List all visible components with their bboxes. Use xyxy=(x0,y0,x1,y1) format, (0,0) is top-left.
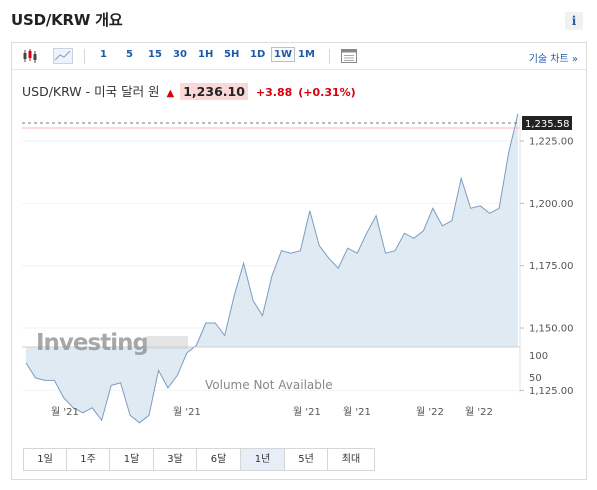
price-change-pct: (+0.31%) xyxy=(298,86,356,99)
info-icon[interactable]: i xyxy=(565,12,583,30)
period-selector: 1일 1주 1달 3달 6달 1년 5년 최대 xyxy=(23,448,375,471)
x-tick-label: 월 '22 xyxy=(416,406,444,418)
current-price-tag-text: 1,235.58 xyxy=(525,119,570,130)
volume-tick-100: 100 xyxy=(529,351,548,362)
up-arrow-icon: ▲ xyxy=(166,88,175,99)
volume-tick-50: 50 xyxy=(529,373,542,384)
period-3m[interactable]: 3달 xyxy=(153,448,197,471)
chart-widget: 1 5 15 30 1H 5H 1D 1W 1M 기술 차트 » USD/KRW… xyxy=(11,42,587,480)
toolbar-separator xyxy=(84,49,85,64)
range-1w[interactable]: 1W xyxy=(271,47,295,62)
range-1h[interactable]: 1H xyxy=(198,49,214,60)
period-6m[interactable]: 6달 xyxy=(196,448,241,471)
range-5[interactable]: 5 xyxy=(126,49,133,60)
last-price: 1,236.10 xyxy=(180,83,248,100)
price-change: +3.88 xyxy=(255,86,293,99)
x-axis-labels: 월 '21 월 '21 월 '21 월 '21 월 '22 월 '22 xyxy=(51,406,493,418)
range-5h[interactable]: 5H xyxy=(224,49,240,60)
y-tick-label: 1,225.00 xyxy=(529,137,574,148)
y-tick-label: 1,150.00 xyxy=(529,324,574,335)
candlestick-icon[interactable] xyxy=(22,47,38,65)
investing-watermark: Investing xyxy=(36,330,148,356)
period-1m[interactable]: 1달 xyxy=(109,448,154,471)
page-title: USD/KRW 개요 xyxy=(11,11,123,29)
area-chart-icon[interactable] xyxy=(53,47,73,65)
price-chart[interactable]: 1,225.00 1,200.00 1,175.00 1,150.00 1,125.00… xyxy=(12,43,586,443)
x-tick-label: 월 '21 xyxy=(293,406,321,418)
y-tick-label: 1,175.00 xyxy=(529,261,574,272)
range-15[interactable]: 15 xyxy=(148,49,162,60)
quote-line: USD/KRW - 미국 달러 원 ▲ 1,236.10 +3.88 (+0.3… xyxy=(22,81,356,100)
technical-chart-link[interactable]: 기술 차트 » xyxy=(528,54,578,65)
price-area xyxy=(26,113,518,423)
x-tick-label: 월 '21 xyxy=(51,406,79,418)
y-tick-label: 1,200.00 xyxy=(529,199,574,210)
watermark-blur xyxy=(146,336,188,349)
period-max[interactable]: 최대 xyxy=(327,448,375,471)
period-5y[interactable]: 5년 xyxy=(284,448,328,471)
period-1d[interactable]: 1일 xyxy=(23,448,67,471)
range-1m[interactable]: 1M xyxy=(298,49,315,60)
period-1y[interactable]: 1년 xyxy=(240,448,285,471)
pair-name: USD/KRW - 미국 달러 원 xyxy=(22,84,160,99)
x-tick-label: 월 '22 xyxy=(465,406,493,418)
toolbar-separator xyxy=(329,49,330,64)
chart-toolbar: 1 5 15 30 1H 5H 1D 1W 1M 기술 차트 » xyxy=(12,43,586,70)
table-view-icon[interactable] xyxy=(341,47,357,65)
y-tick-label: 1,125.00 xyxy=(529,386,574,397)
range-1[interactable]: 1 xyxy=(100,49,107,60)
range-30[interactable]: 30 xyxy=(173,49,187,60)
x-tick-label: 월 '21 xyxy=(343,406,371,418)
period-1w[interactable]: 1주 xyxy=(66,448,110,471)
volume-notice: Volume Not Available xyxy=(205,378,333,392)
range-1d[interactable]: 1D xyxy=(250,49,266,60)
current-price-tag xyxy=(522,116,572,130)
x-tick-label: 월 '21 xyxy=(173,406,201,418)
y-axis-ticks: 1,225.00 1,200.00 1,175.00 1,150.00 1,125.00 xyxy=(520,137,574,397)
price-line xyxy=(25,113,519,424)
